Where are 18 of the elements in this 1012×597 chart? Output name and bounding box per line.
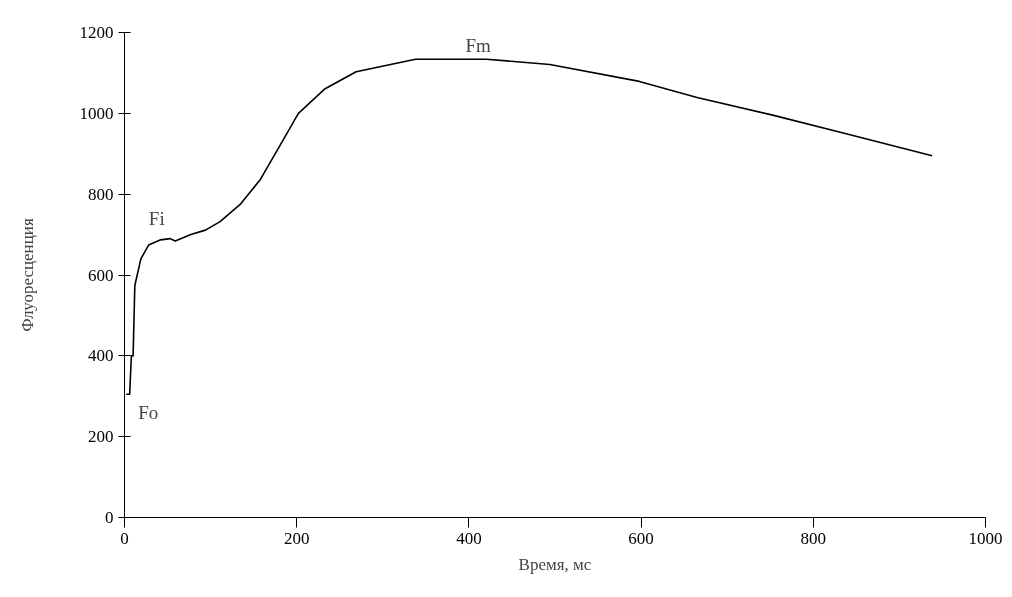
x-tick-label: 0 [120,528,129,548]
annotation: Fi [148,208,165,230]
x-tick-label: 1000 [968,528,1003,548]
y-tick-label: 1000 [79,103,114,123]
annotation: Fm [465,34,492,56]
y-tick-label: 800 [88,184,114,204]
x-axis-title: Время, мс [518,554,592,574]
x-tick-label: 800 [800,528,827,548]
y-tick-label: 200 [88,427,114,447]
x-tick-label: 200 [283,528,310,548]
annotation: Fo [138,401,159,423]
y-tick-label: 0 [105,508,114,527]
x-tick-label: 400 [456,528,482,548]
y-tick-label: 400 [88,346,114,366]
y-tick-label: 600 [88,265,114,285]
x-tick-label: 600 [628,528,654,548]
y-axis-title: Флуоресценция [17,218,37,332]
y-tick-label: 1200 [79,23,114,42]
